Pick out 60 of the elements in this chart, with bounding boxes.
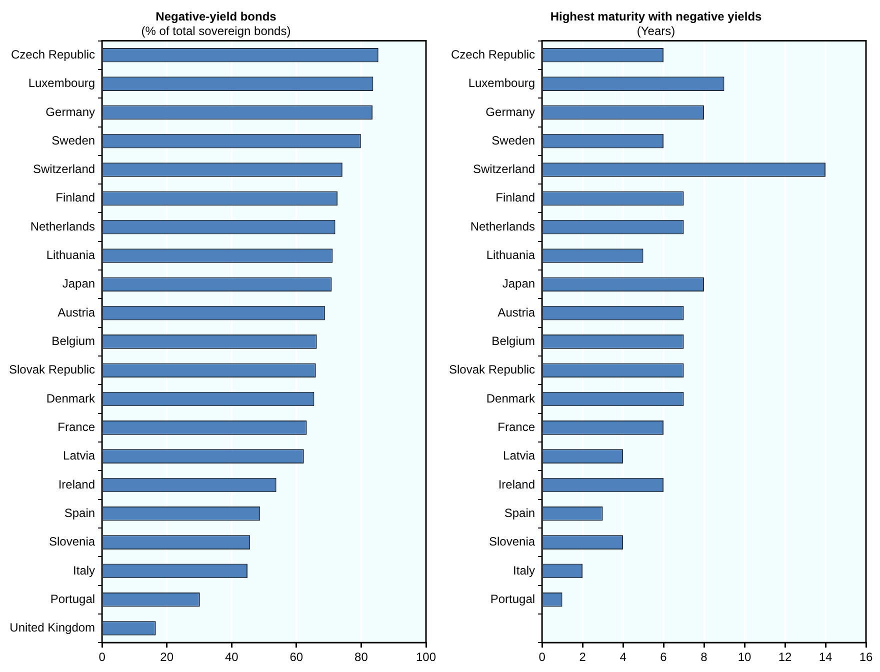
x-tick-label: 0 [98, 650, 106, 664]
x-tick-label: 8 [700, 650, 708, 664]
y-tick-label: Denmark [486, 391, 536, 406]
y-tick-label: Spain [64, 506, 96, 520]
x-tick-label: 14 [818, 650, 832, 664]
y-tick-label: Ireland [498, 477, 536, 492]
chart-title: Highest maturity with negative yields [550, 10, 762, 24]
y-tick-label: Lithuania [46, 248, 96, 262]
y-tick-label: France [58, 420, 96, 434]
chart-title: Negative-yield bonds [156, 10, 277, 24]
y-tick-label: Italy [73, 563, 96, 578]
y-tick-label: Portugal [490, 592, 536, 606]
y-tick-label: Lithuania [486, 248, 536, 262]
y-tick-label: Denmark [46, 391, 96, 406]
y-tick-label: Finland [56, 190, 96, 205]
x-tick-label: 0 [538, 650, 546, 664]
y-tick-label: Luxembourg [28, 76, 96, 90]
x-tick-label: 100 [416, 650, 436, 664]
y-tick-label: Czech Republic [451, 47, 536, 62]
y-tick-label: Sweden [52, 133, 96, 148]
y-tick-label: Spain [504, 506, 536, 520]
y-tick-label: Austria [498, 305, 536, 320]
y-tick-label: Latvia [503, 448, 536, 463]
y-tick-label: Germany [46, 104, 96, 119]
x-tick-label: 4 [620, 650, 627, 664]
x-tick-label: 40 [224, 650, 239, 664]
x-tick-label: 60 [290, 650, 304, 664]
chart-subtitle: (% of total sovereign bonds) [141, 24, 291, 38]
x-tick-label: 80 [354, 650, 368, 664]
y-tick-label: Switzerland [473, 162, 536, 176]
x-tick-label: 12 [778, 650, 792, 664]
y-tick-label: Japan [62, 276, 96, 291]
y-tick-label: Belgium [492, 334, 536, 348]
y-tick-label: Portugal [50, 592, 96, 606]
y-tick-label: Netherlands [30, 219, 96, 234]
y-tick-label: Germany [486, 104, 536, 119]
y-tick-label: United Kingdom [10, 620, 96, 635]
y-tick-label: Slovenia [489, 534, 536, 549]
y-tick-label: Finland [496, 190, 536, 205]
y-tick-label: France [498, 420, 536, 434]
x-tick-label: 10 [738, 650, 752, 664]
y-tick-label: Italy [513, 563, 536, 578]
y-tick-label: Ireland [58, 477, 96, 492]
y-tick-label: Slovak Republic [449, 362, 536, 377]
x-tick-label: 6 [660, 650, 668, 664]
y-tick-label: Latvia [63, 448, 96, 463]
y-tick-label: Austria [58, 305, 96, 320]
y-tick-label: Slovak Republic [9, 362, 96, 377]
x-tick-label: 20 [160, 650, 174, 664]
x-tick-label: 2 [579, 650, 586, 664]
chart-subtitle: (Years) [636, 24, 676, 38]
x-tick-label: 16 [859, 650, 873, 664]
y-tick-label: Slovenia [49, 534, 96, 549]
y-tick-label: Luxembourg [468, 76, 536, 90]
y-tick-label: Belgium [52, 334, 96, 348]
y-tick-label: Netherlands [470, 219, 536, 234]
y-tick-label: Sweden [492, 133, 536, 148]
y-tick-label: Switzerland [33, 162, 96, 176]
y-tick-label: Japan [502, 276, 536, 291]
y-tick-label: Czech Republic [11, 47, 96, 62]
